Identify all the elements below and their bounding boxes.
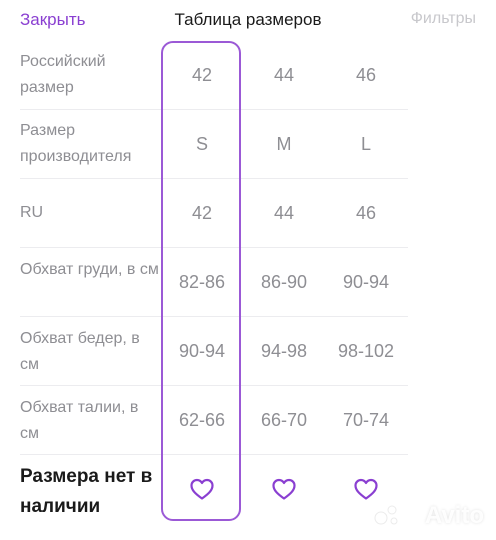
size-cell[interactable]: M: [276, 134, 292, 154]
out-of-stock-label: Размера нет в наличии: [20, 466, 153, 517]
row-label-hips: Обхват бедер, в см: [20, 330, 140, 373]
row-divider: [20, 385, 408, 386]
size-cell[interactable]: 46: [355, 203, 377, 223]
size-cell[interactable]: 66-70: [260, 410, 308, 430]
size-cell[interactable]: 90-94: [342, 272, 390, 292]
row-divider: [20, 247, 408, 248]
row-label-chest: Обхват груди, в см: [20, 261, 159, 278]
row-label-russian-size: Российский размер: [20, 53, 106, 96]
size-cell[interactable]: S: [195, 134, 208, 154]
size-cell[interactable]: 42: [191, 65, 213, 85]
row-divider: [20, 316, 408, 317]
size-cell[interactable]: 42: [191, 203, 213, 223]
header-bar: Закрыть Таблица размеров Фильтры: [0, 0, 496, 40]
page-title: Таблица размеров: [174, 10, 322, 29]
filters-button[interactable]: Фильтры: [410, 10, 476, 27]
watermark: Avito: [424, 502, 484, 529]
size-cell[interactable]: 62-66: [178, 410, 226, 430]
size-cell[interactable]: 94-98: [260, 341, 308, 361]
row-divider: [20, 109, 408, 110]
heart-icon[interactable]: [271, 477, 297, 501]
row-label-manufacturer-size: Размер производителя: [20, 122, 132, 165]
size-cell[interactable]: 44: [273, 65, 295, 85]
row-divider: [20, 454, 408, 455]
row-label-ru: RU: [20, 204, 44, 221]
size-cell[interactable]: 90-94: [178, 341, 226, 361]
size-cell[interactable]: 98-102: [337, 341, 395, 361]
size-cell[interactable]: L: [360, 134, 371, 154]
heart-icon[interactable]: [189, 477, 215, 501]
size-cell[interactable]: 46: [355, 65, 377, 85]
close-button[interactable]: Закрыть: [20, 10, 86, 29]
row-label-waist: Обхват талии, в см: [20, 399, 139, 442]
size-cell[interactable]: 44: [273, 203, 295, 223]
size-cell[interactable]: 86-90: [260, 272, 308, 292]
size-cell[interactable]: 70-74: [342, 410, 390, 430]
size-cell[interactable]: 82-86: [178, 272, 226, 292]
avito-logo-icon: [374, 505, 398, 525]
row-divider: [20, 178, 408, 179]
heart-icon[interactable]: [353, 477, 379, 501]
